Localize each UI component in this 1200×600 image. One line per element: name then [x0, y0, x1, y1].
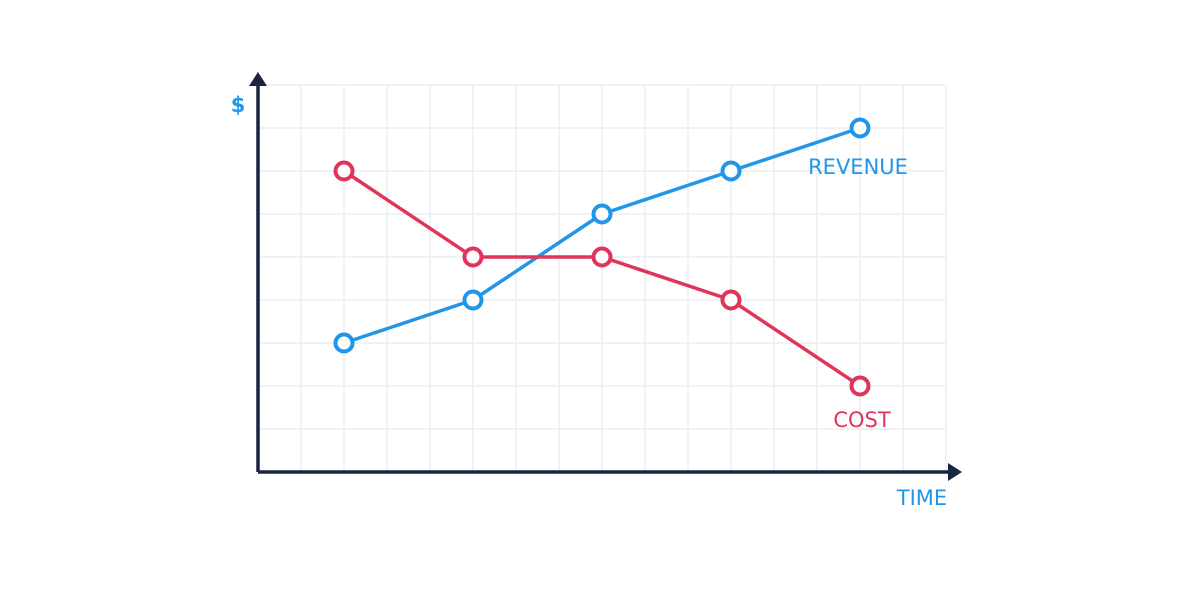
data-point [591, 246, 613, 268]
y-axis-label: $ [231, 93, 246, 117]
data-point [462, 289, 484, 311]
axes [249, 72, 962, 481]
data-point [591, 203, 613, 225]
x-axis-label: TIME [896, 486, 947, 510]
data-point [333, 332, 355, 354]
y-axis-arrow [249, 72, 267, 86]
data-point [849, 117, 871, 139]
data-point [849, 375, 871, 397]
x-axis-arrow [948, 463, 962, 481]
data-point [333, 160, 355, 182]
plot [333, 117, 871, 397]
series-label: COST [833, 408, 891, 432]
data-point [720, 160, 742, 182]
series-label: REVENUE [808, 155, 908, 179]
data-point [462, 246, 484, 268]
data-point [720, 289, 742, 311]
